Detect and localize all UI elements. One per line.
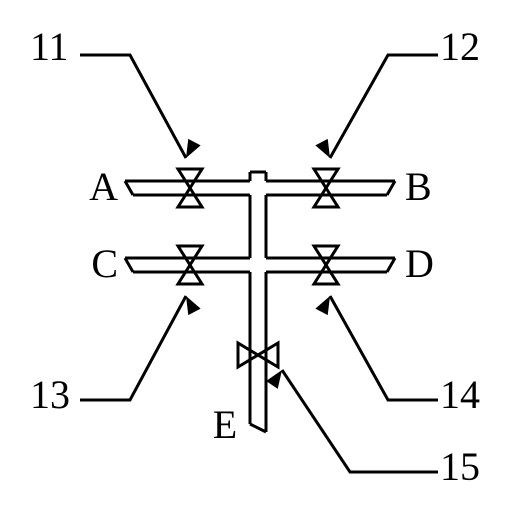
pipe-network bbox=[125, 172, 395, 432]
valve-12 bbox=[314, 169, 338, 207]
callout-11-label: 11 bbox=[30, 24, 69, 69]
port-label-C: C bbox=[91, 241, 118, 286]
callout-13-label: 13 bbox=[30, 372, 70, 417]
valve-11 bbox=[178, 169, 202, 207]
callout-12-label: 12 bbox=[440, 24, 480, 69]
callout-15-label: 15 bbox=[440, 444, 480, 489]
valves bbox=[178, 169, 338, 367]
valve-15 bbox=[238, 343, 278, 367]
port-labels: A B C D E bbox=[89, 164, 434, 447]
callout-14: 14 bbox=[315, 296, 480, 417]
valve-14 bbox=[314, 246, 338, 284]
callout-13: 13 bbox=[30, 296, 201, 417]
callout-14-label: 14 bbox=[440, 372, 480, 417]
port-label-E: E bbox=[213, 402, 237, 447]
callout-12: 12 bbox=[315, 24, 480, 158]
valve-13 bbox=[178, 246, 202, 284]
port-label-B: B bbox=[405, 164, 432, 209]
port-label-D: D bbox=[405, 241, 434, 286]
callout-11: 11 bbox=[30, 24, 201, 158]
port-label-A: A bbox=[89, 164, 118, 209]
